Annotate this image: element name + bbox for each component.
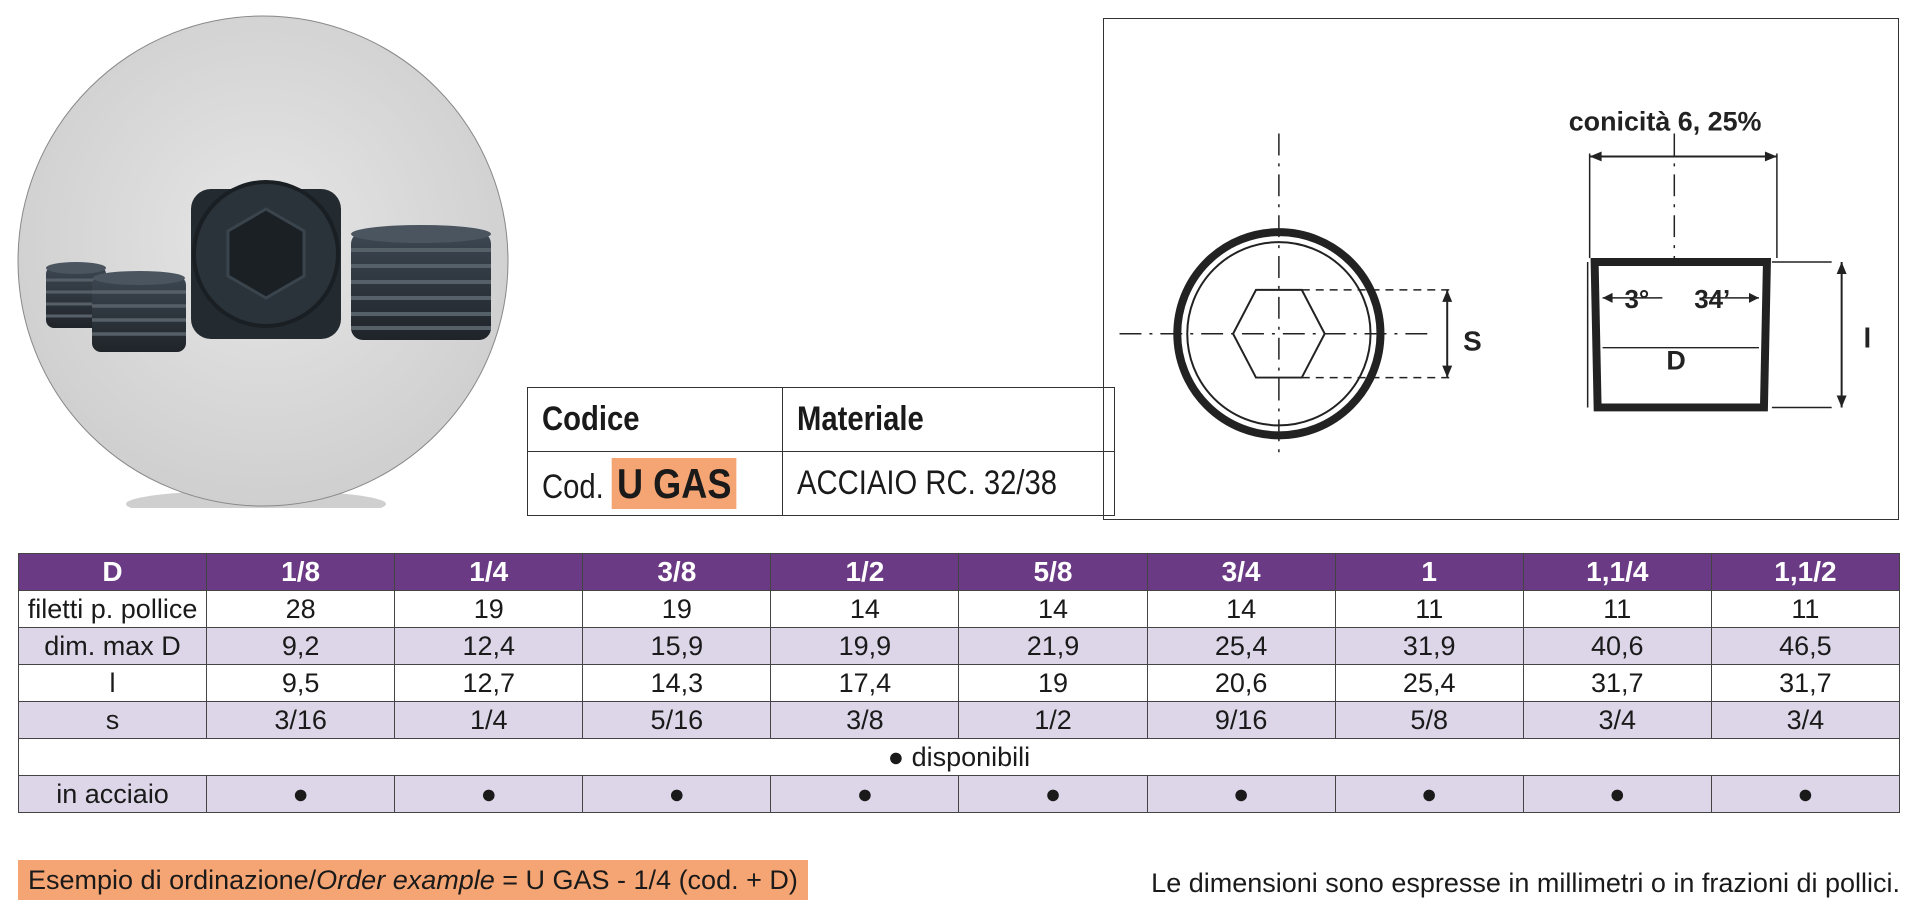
order-example-suffix: = U GAS - 1/4 (cod. + D) (494, 865, 798, 895)
availability-dot: ● (1522, 775, 1712, 813)
spec-cell: 9,2 (206, 627, 396, 665)
spec-cell: 31,7 (1710, 664, 1901, 702)
spec-header-size: 1,1/4 (1522, 553, 1712, 591)
spec-cell: 17,4 (770, 664, 960, 702)
order-example-prefix: Esempio di ordinazione/ (28, 865, 317, 895)
spec-cell: 1/4 (394, 701, 584, 739)
spec-cell: 14 (1146, 590, 1336, 628)
availability-dot: ● (1710, 775, 1901, 813)
spec-cell: 19,9 (770, 627, 960, 665)
product-photo (17, 15, 509, 508)
spec-header-size: 1/4 (394, 553, 584, 591)
spec-cell: 14 (770, 590, 960, 628)
angle-deg-label: 3° (1625, 286, 1650, 314)
codice-header-cell: Codice (526, 387, 784, 452)
l-label: l (1864, 323, 1872, 354)
codice-header: Codice (542, 400, 640, 438)
spec-header-label: D (17, 553, 208, 591)
spec-cell: 28 (206, 590, 396, 628)
spec-cell: 9,5 (206, 664, 396, 702)
spec-row: l 9,5 12,7 14,3 17,4 19 20,6 25,4 31,7 31,7 (17, 664, 1901, 702)
spec-cell: 15,9 (582, 627, 772, 665)
cod-value: U GAS (611, 457, 737, 509)
materiale-value: ACCIAIO RC. 32/38 (797, 464, 1058, 502)
spec-cell: 9/16 (1146, 701, 1336, 739)
spec-row: dim. max D 9,2 12,4 15,9 19,9 21,9 25,4 31,9 40,… (17, 627, 1901, 665)
materiale-header: Materiale (797, 400, 925, 438)
spec-cell: 1/2 (958, 701, 1148, 739)
spec-cell: 5/16 (582, 701, 772, 739)
order-example-italic: Order example (316, 865, 495, 895)
spec-row: filetti p. pollice 28 19 19 14 14 14 11 11 11 (17, 590, 1901, 628)
spec-cell: 20,6 (1146, 664, 1336, 702)
spec-cell: 12,4 (394, 627, 584, 665)
availability-dot: ● (394, 775, 584, 813)
spec-cell: 5/8 (1334, 701, 1524, 739)
spec-cell: 19 (958, 664, 1148, 702)
spec-header-size: 5/8 (958, 553, 1148, 591)
availability-dot: ● (958, 775, 1148, 813)
availability-row-label: in acciaio (17, 775, 208, 813)
spec-cell: 31,9 (1334, 627, 1524, 665)
taper-label: conicità 6, 25% (1569, 107, 1762, 137)
spec-cell: 31,7 (1522, 664, 1712, 702)
spec-cell: 14 (958, 590, 1148, 628)
spec-row-label: l (17, 664, 208, 702)
availability-dot: ● (770, 775, 960, 813)
angle-min-label: 34’ (1694, 286, 1730, 314)
materiale-value-cell: ACCIAIO RC. 32/38 (782, 451, 1115, 516)
spec-header-size: 1 (1334, 553, 1524, 591)
spec-cell: 46,5 (1710, 627, 1901, 665)
spec-cell: 40,6 (1522, 627, 1712, 665)
spec-cell: 3/16 (206, 701, 396, 739)
codice-table: Codice Materiale Cod. U GAS ACCIAIO RC. … (526, 387, 1115, 516)
spec-row-label: s (17, 701, 208, 739)
spec-row-label: filetti p. pollice (17, 590, 208, 628)
availability-row: in acciaio ● ● ● ● ● ● ● ● ● (17, 775, 1901, 813)
spec-header-size: 1/8 (206, 553, 396, 591)
spec-cell: 19 (582, 590, 772, 628)
availability-dot: ● (206, 775, 396, 813)
spec-cell: 14,3 (582, 664, 772, 702)
spec-cell: 11 (1334, 590, 1524, 628)
spec-cell: 11 (1522, 590, 1712, 628)
s-label: S (1463, 326, 1482, 357)
availability-note-row: ● disponibili (18, 738, 1900, 776)
dimensions-footnote: Le dimensioni sono espresse in millimetr… (1151, 868, 1900, 898)
technical-drawing: conicità 6, 25% S 3° 34’ D l (1103, 18, 1899, 520)
spec-cell: 12,7 (394, 664, 584, 702)
availability-dot: ● (1334, 775, 1524, 813)
spec-cell: 25,4 (1146, 627, 1336, 665)
spec-cell: 25,4 (1334, 664, 1524, 702)
spec-cell: 3/4 (1522, 701, 1712, 739)
materiale-header-cell: Materiale (782, 387, 1115, 452)
spec-table: D 1/8 1/4 3/8 1/2 5/8 3/4 1 1,1/4 1,1/2 filetti p… (17, 553, 1901, 813)
spec-row: s 3/16 1/4 5/16 3/8 1/2 9/16 5/8 3/4 3/4 (17, 701, 1901, 739)
spec-header-size: 1,1/2 (1710, 553, 1901, 591)
codice-value-cell: Cod. U GAS (526, 451, 784, 516)
availability-dot: ● (582, 775, 772, 813)
cod-prefix: Cod. (542, 467, 604, 506)
spec-cell: 3/8 (770, 701, 960, 739)
spec-cell: 19 (394, 590, 584, 628)
spec-cell: 3/4 (1710, 701, 1901, 739)
spec-header-size: 3/8 (582, 553, 772, 591)
order-example: Esempio di ordinazione/Order example = U… (18, 860, 808, 900)
availability-dot: ● (1146, 775, 1336, 813)
spec-cell: 11 (1710, 590, 1901, 628)
d-label: D (1666, 346, 1685, 376)
spec-header-size: 3/4 (1146, 553, 1336, 591)
availability-note: ● disponibili (18, 738, 1900, 776)
spec-header-size: 1/2 (770, 553, 960, 591)
spec-header-row: D 1/8 1/4 3/8 1/2 5/8 3/4 1 1,1/4 1,1/2 (17, 553, 1901, 591)
spec-row-label: dim. max D (17, 627, 208, 665)
spec-cell: 21,9 (958, 627, 1148, 665)
